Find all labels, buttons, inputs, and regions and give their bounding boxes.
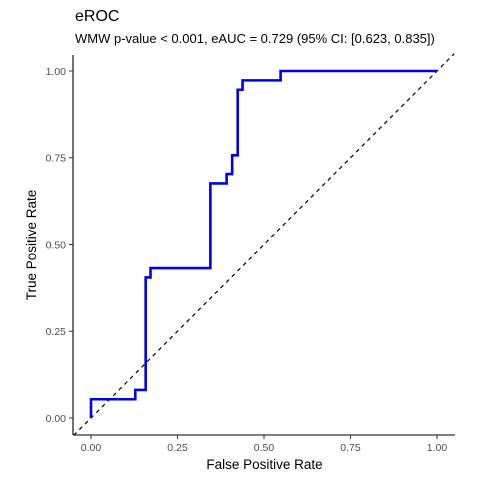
- reference-diagonal-line: [73, 53, 455, 436]
- chart-title: eROC: [75, 8, 119, 25]
- y-tick-label: 0.50: [46, 239, 67, 251]
- x-tick-label: 0.00: [81, 442, 102, 454]
- y-tick-label: 0.00: [46, 413, 67, 425]
- plot-area: [73, 53, 455, 436]
- y-tick-label: 0.75: [46, 153, 67, 165]
- x-tick-label: 0.75: [340, 442, 361, 454]
- roc-curve-line: [89, 69, 437, 418]
- y-axis-ticks: 0.00 0.25 0.50 0.75 1.00: [46, 66, 73, 425]
- x-axis-title: False Positive Rate: [206, 457, 322, 472]
- y-tick-label: 1.00: [46, 66, 67, 78]
- x-axis-ticks: 0.00 0.25 0.50 0.75 1.00: [81, 435, 448, 454]
- x-tick-label: 0.50: [254, 442, 275, 454]
- y-tick-label: 0.25: [46, 326, 67, 338]
- chart-subtitle: WMW p-value < 0.001, eAUC = 0.729 (95% C…: [75, 31, 435, 46]
- x-tick-label: 0.25: [167, 442, 188, 454]
- y-axis-title: True Positive Rate: [24, 190, 39, 301]
- x-tick-label: 1.00: [427, 442, 448, 454]
